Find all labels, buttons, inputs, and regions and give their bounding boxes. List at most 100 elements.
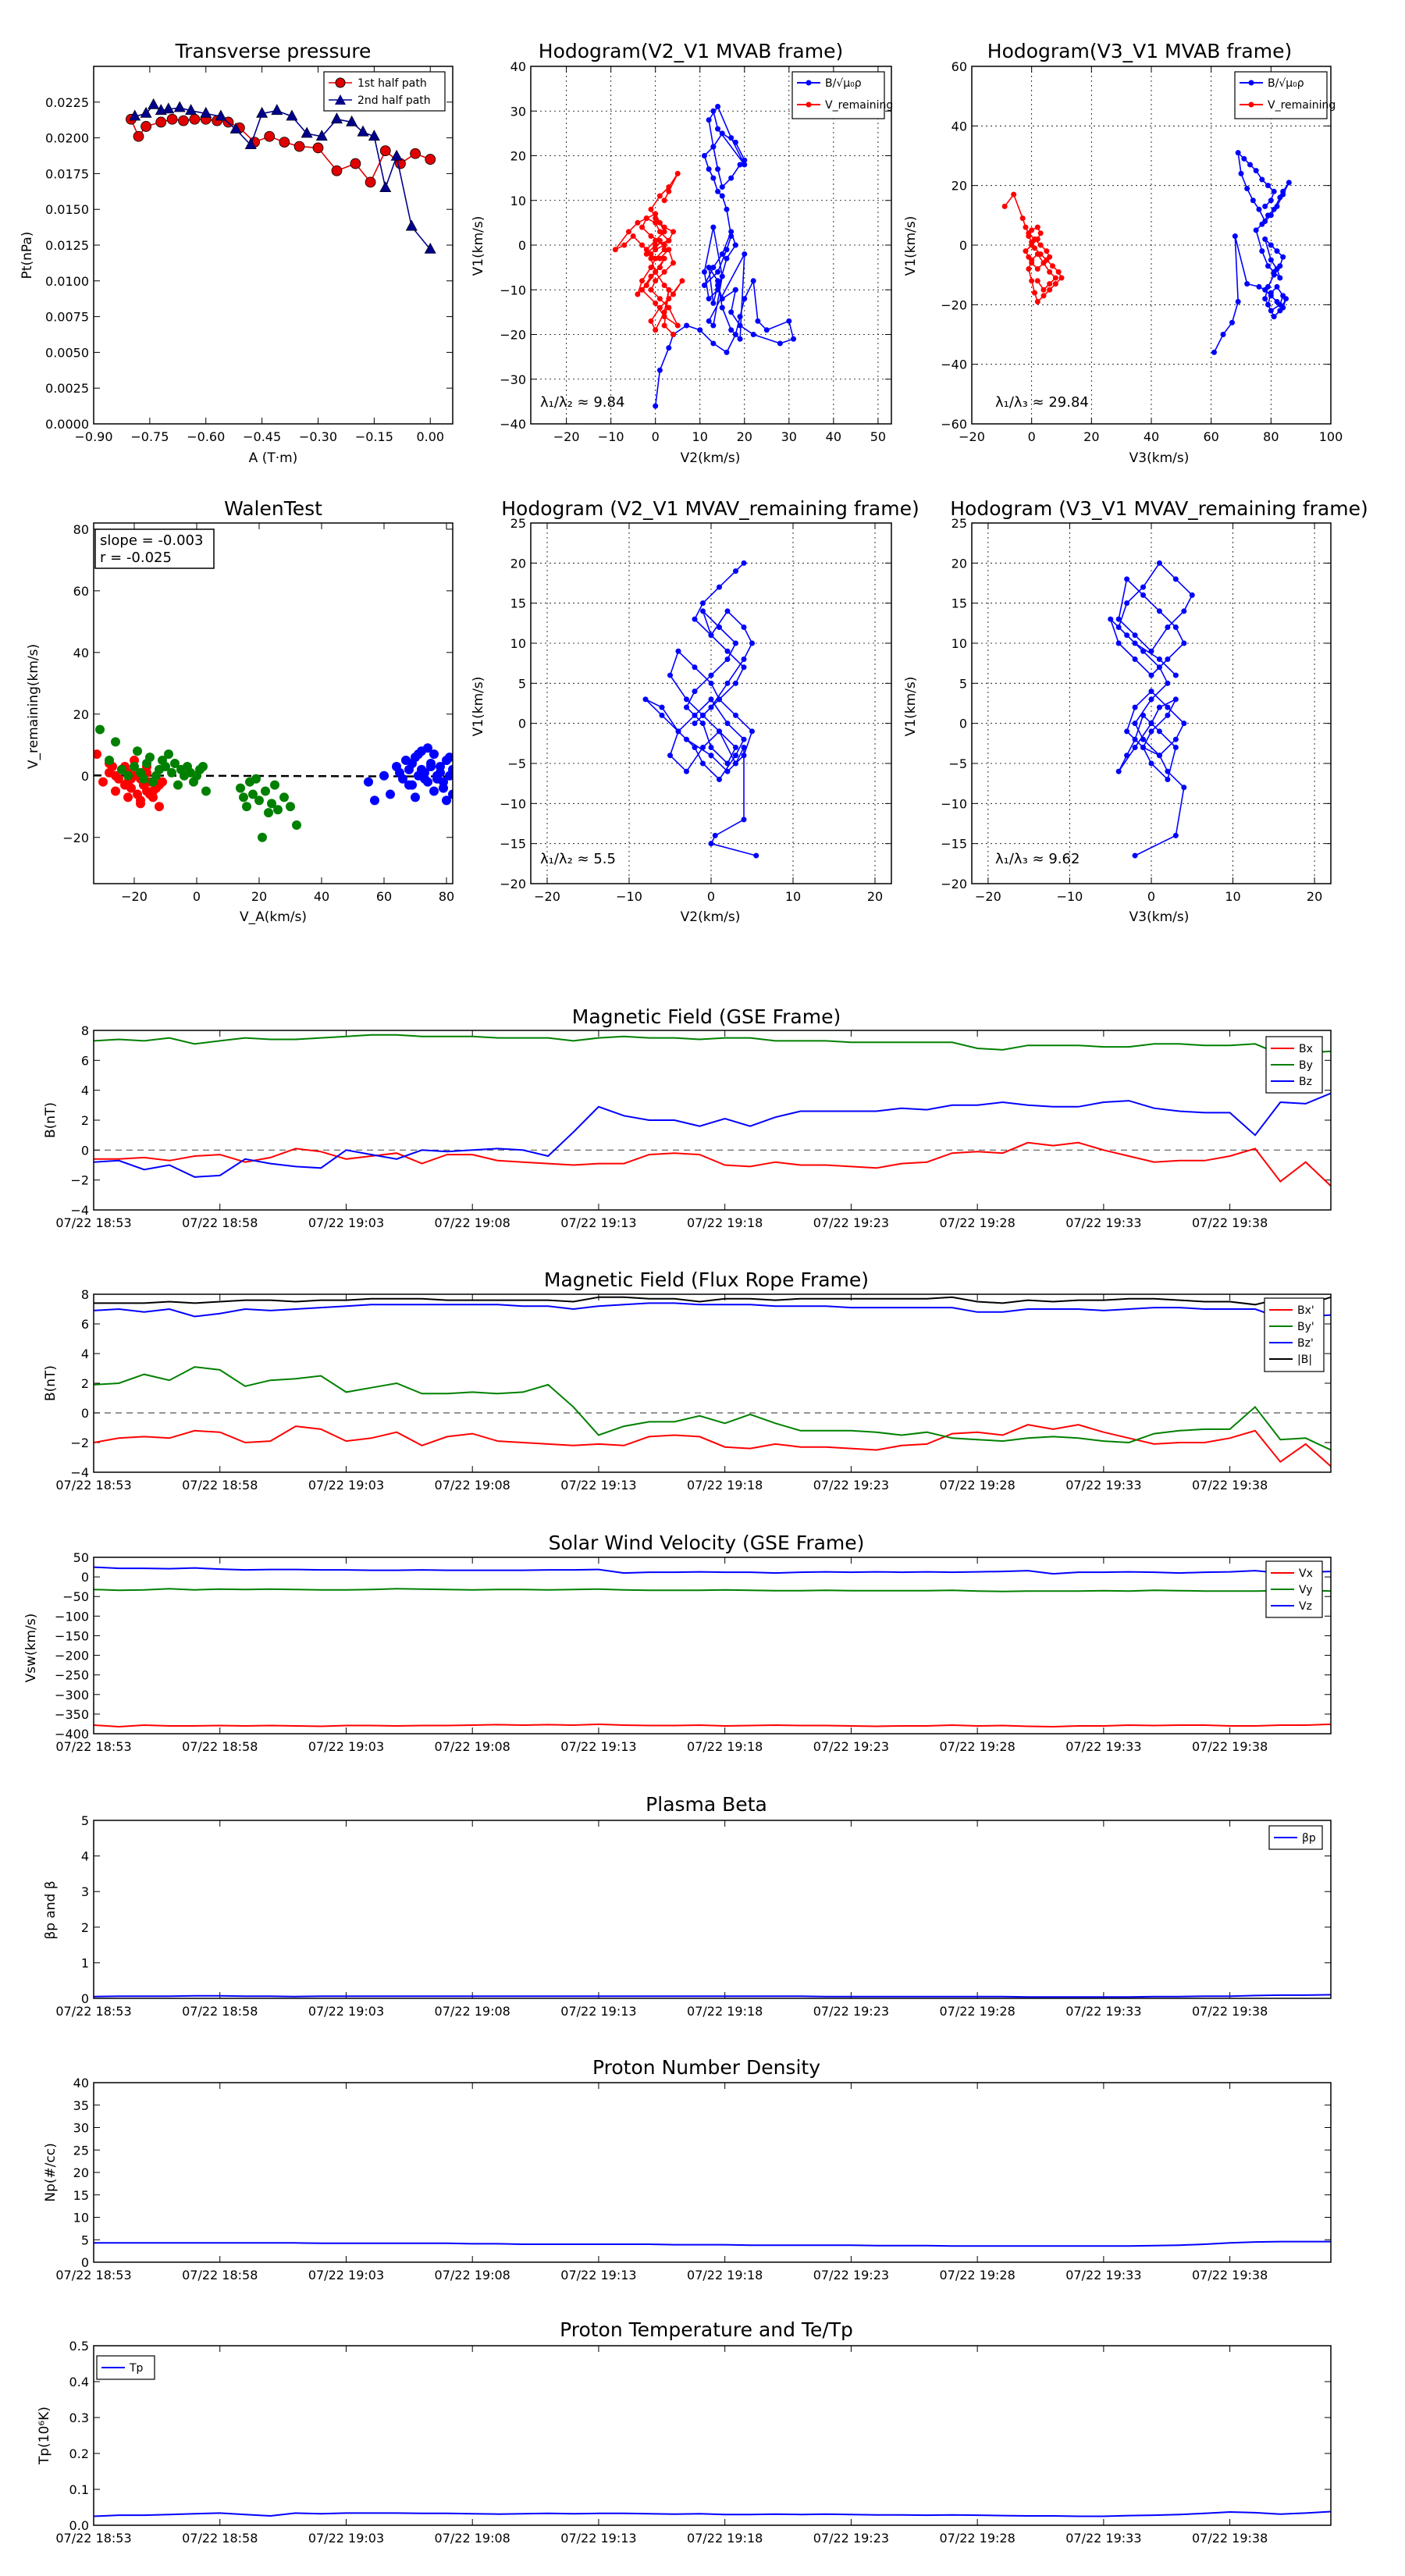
data-point	[719, 304, 725, 311]
series-line-2	[94, 1092, 1331, 1178]
data-point	[1156, 704, 1162, 710]
data-point	[1132, 852, 1138, 859]
y-tick-label: −40	[941, 358, 967, 372]
y-tick-label: 60	[73, 584, 89, 599]
scatter-point	[398, 774, 407, 784]
data-point	[710, 108, 717, 114]
data-point	[1115, 616, 1122, 622]
data-point	[728, 327, 735, 333]
x-tick-label: 07/22 19:13	[560, 2268, 636, 2282]
data-point	[715, 188, 721, 194]
data-point	[732, 286, 738, 293]
data-point	[786, 318, 792, 324]
y-tick-label: 4	[81, 1083, 89, 1098]
y-tick-label: 8	[81, 1023, 89, 1038]
hodo2-legend: B/√μ₀ρ V_remaining	[1234, 71, 1336, 119]
data-point	[1148, 760, 1154, 767]
data-point	[724, 349, 730, 355]
panel-transverse-pressure: Transverse pressure 0.00000.00250.00500.…	[20, 40, 454, 466]
data-point	[728, 233, 735, 240]
data-point	[1034, 266, 1040, 272]
scatter-point	[123, 770, 133, 781]
axes-frame	[93, 2082, 1332, 2263]
mag-gse-legend-2: By	[1299, 1059, 1313, 1072]
data-point	[741, 664, 747, 671]
data-point	[639, 286, 646, 293]
triangle-marker	[200, 106, 212, 118]
data-point	[1055, 269, 1062, 275]
x-tick-label: 07/22 19:23	[813, 2531, 889, 2546]
data-point	[1274, 248, 1280, 254]
circle-marker	[410, 148, 421, 159]
data-point	[1029, 278, 1035, 284]
scatter-point	[139, 774, 148, 784]
x-tick-label: 0	[652, 429, 660, 444]
hodo3-plot-area: −20 −15 −10 −5 0 5 10 15 20 25 −20 −10 0 10 20	[500, 516, 892, 904]
data-point	[733, 712, 738, 718]
data-point	[684, 322, 690, 329]
data-point	[1026, 266, 1032, 272]
hodo4-xlabel: V3(km/s)	[1129, 909, 1190, 925]
panel-hodogram-v2v1-mvab: Hodogram(V2_V1 MVAB frame) −40 −30 −20 −10 0…	[471, 40, 893, 466]
y-tick-label: 0	[518, 238, 526, 253]
mag-gse-legend: Bx By Bz	[1265, 1036, 1323, 1094]
scatter-point	[270, 780, 279, 790]
x-tick-label: 07/22 19:13	[560, 1739, 636, 1754]
scatter-point	[145, 753, 155, 763]
panel-hodogram-v3v1-mvav: Hodogram (V3_V1 MVAV_remaining frame) −2…	[903, 497, 1368, 925]
tp-title: Proton Temperature and Te/Tp	[560, 2318, 853, 2341]
pressure-ylabel: Pt(nPa)	[20, 232, 35, 279]
x-tick-label: 60	[376, 889, 392, 904]
x-tick-label: 07/22 19:23	[813, 2004, 889, 2019]
scatter-point	[261, 786, 270, 796]
x-tick-label: 50	[870, 429, 886, 444]
y-tick-label: 5	[81, 1813, 89, 1828]
scatter-point	[286, 802, 295, 812]
x-tick-label: 07/22 19:03	[308, 2004, 384, 2019]
mag-fr-title: Magnetic Field (Flux Rope Frame)	[544, 1268, 869, 1291]
y-tick-label: 0.4	[69, 2375, 89, 2389]
y-tick-label: 60	[951, 59, 967, 74]
x-tick-label: −20	[553, 429, 580, 444]
data-point	[1172, 696, 1179, 703]
data-point	[656, 367, 663, 373]
data-point	[653, 247, 659, 253]
data-point	[724, 247, 730, 253]
y-tick-label: −100	[55, 1609, 89, 1624]
triangle-marker	[315, 130, 328, 141]
x-tick-label: 07/22 19:13	[560, 1478, 636, 1493]
scatter-point	[429, 786, 439, 796]
x-tick-label: 10	[692, 429, 708, 444]
data-point	[715, 286, 721, 293]
data-point	[1132, 632, 1138, 639]
data-point	[717, 584, 722, 590]
data-point	[1132, 704, 1138, 710]
pressure-legend-1: 1st half path	[357, 77, 427, 90]
tp-ylabel: Tp(10⁶K)	[37, 2407, 52, 2465]
data-point	[1108, 616, 1114, 622]
y-tick-label: 50	[73, 1550, 89, 1565]
data-point	[643, 251, 649, 257]
y-tick-label: 10	[73, 2211, 89, 2226]
scatter-point	[117, 764, 126, 774]
circle-marker	[425, 154, 436, 165]
scatter-point	[242, 802, 251, 812]
data-point	[1280, 191, 1286, 197]
y-tick-label: −20	[500, 877, 526, 891]
x-tick-label: 07/22 19:28	[939, 2531, 1015, 2546]
data-point	[1115, 768, 1122, 774]
data-point	[635, 219, 641, 226]
x-tick-label: 07/22 19:03	[308, 2268, 384, 2282]
np-title: Proton Number Density	[592, 2056, 820, 2079]
data-point	[666, 237, 672, 244]
hodo4-plot-area: −20 −15 −10 −5 0 5 10 15 20 25 −20 −10 0 10 20	[941, 516, 1332, 904]
x-tick-label: 07/22 19:28	[939, 2004, 1015, 2019]
y-tick-label: 6	[81, 1053, 89, 1068]
data-point	[1040, 260, 1047, 266]
circle-marker	[264, 130, 276, 142]
data-point	[742, 251, 748, 257]
y-tick-label: −20	[941, 877, 967, 891]
hodo1-ylabel: V1(km/s)	[471, 216, 486, 276]
data-point	[1156, 753, 1162, 759]
y-tick-label: 4	[81, 1849, 89, 1864]
